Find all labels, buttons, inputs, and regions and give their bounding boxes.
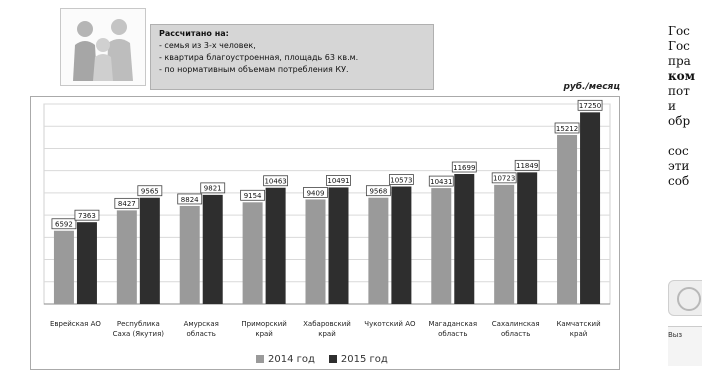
side-article-text: Гос Гос пра ком пот и обр сос эти соб <box>668 24 695 189</box>
data-label-box <box>491 172 517 184</box>
side-text-line: Гос <box>668 24 690 38</box>
category-label: Сахалинская <box>492 320 540 328</box>
category-label: область <box>501 330 530 338</box>
bar-2014 <box>53 230 74 304</box>
data-label: 11849 <box>516 162 538 170</box>
side-text-line: соб <box>668 174 690 188</box>
legend-item-2015: 2015 год <box>328 354 388 365</box>
data-label: 8824 <box>181 196 199 204</box>
bar-2014 <box>116 210 137 304</box>
bar-2014 <box>305 199 326 304</box>
bar-2014 <box>179 205 200 304</box>
category-label: область <box>187 330 216 338</box>
bar-2015 <box>391 186 412 304</box>
side-text-line: эти <box>668 159 690 173</box>
data-label: 9568 <box>369 187 387 195</box>
data-label-box <box>326 175 351 186</box>
data-label: 15212 <box>556 125 578 133</box>
data-label-box <box>303 187 328 198</box>
bar-2014 <box>431 188 452 304</box>
data-label-box <box>74 209 100 221</box>
category-label: Республика <box>117 320 160 328</box>
data-label-box <box>388 174 414 185</box>
category-label: край <box>255 330 273 338</box>
legend-label: 2014 год <box>268 354 315 365</box>
bar-2015 <box>202 194 223 304</box>
category-label: Магаданская <box>428 320 477 328</box>
side-text-line: и <box>668 99 676 113</box>
bar-2014 <box>494 184 515 304</box>
calculation-note: Рассчитано на: - семья из 3-х человек, -… <box>150 24 434 90</box>
bar-2014 <box>368 197 389 304</box>
data-label-box <box>51 218 77 230</box>
chart-legend: 2014 год 2015 год <box>256 354 388 365</box>
category-label: край <box>570 330 588 338</box>
side-text-line: пра <box>668 54 691 68</box>
data-label: 7363 <box>78 212 96 220</box>
category-label: Хабаровский <box>303 320 351 328</box>
bar-2014 <box>242 202 263 304</box>
bar-2014 <box>557 134 578 304</box>
bar-2015 <box>517 172 538 304</box>
bar-2015 <box>265 187 286 304</box>
legend-label: 2015 год <box>340 354 388 365</box>
bar-2015 <box>580 112 601 304</box>
note-title: Рассчитано на: <box>159 29 229 38</box>
note-line: - квартира благоустроенная, площадь 63 к… <box>159 53 359 62</box>
data-label-box <box>451 161 477 173</box>
data-label-box <box>428 175 454 187</box>
data-label: 11699 <box>453 164 475 172</box>
data-label: 10431 <box>430 178 452 186</box>
data-label-box <box>514 159 540 171</box>
data-label: 10723 <box>493 175 515 183</box>
side-text-line <box>668 129 695 144</box>
emblem-icon <box>668 280 702 316</box>
data-label-box <box>554 122 580 134</box>
data-label: 9821 <box>204 185 222 193</box>
data-label: 9154 <box>244 192 262 200</box>
data-label-box <box>263 175 289 187</box>
note-line: - по нормативным объемам потребления КУ. <box>159 65 349 74</box>
side-text-line: ком <box>668 69 696 83</box>
category-label: край <box>318 330 336 338</box>
data-label: 9565 <box>141 188 159 196</box>
bar-2015 <box>139 197 160 304</box>
side-text-line: пот <box>668 84 690 98</box>
note-line: - семья из 3-х человек, <box>159 41 256 50</box>
side-text-line: обр <box>668 114 691 128</box>
data-label: 8427 <box>118 200 136 208</box>
data-label-box <box>365 185 391 197</box>
data-label: 10463 <box>264 178 286 186</box>
legend-swatch <box>328 355 337 363</box>
data-label-box <box>577 99 603 111</box>
legend-swatch <box>256 355 264 363</box>
legend-item-2014: 2014 год <box>256 354 315 365</box>
category-label: Амурская <box>184 320 219 328</box>
side-text-line: Гос <box>668 39 690 53</box>
side-text-line: сос <box>668 144 689 158</box>
side-caption: Выз <box>668 326 702 366</box>
data-label-box <box>177 193 203 205</box>
category-label: Камчатский <box>556 320 600 328</box>
data-label-box <box>137 185 163 197</box>
data-label: 6592 <box>55 221 73 229</box>
data-label: 17250 <box>579 102 601 110</box>
data-label-box <box>114 197 140 209</box>
category-label: Саха (Якутия) <box>113 330 165 338</box>
category-label: область <box>438 330 467 338</box>
data-label: 9409 <box>307 189 325 197</box>
category-label: Приморский <box>241 320 286 328</box>
category-label: Еврейская АО <box>50 320 101 328</box>
bar-2015 <box>328 187 349 304</box>
data-label-box <box>200 182 226 194</box>
category-label: Чукотский АО <box>364 320 416 328</box>
bar-chart: 6592 7363 Еврейская АО 8427 9565 Республика Са… <box>43 99 611 338</box>
bar-2015 <box>454 174 475 304</box>
bar-2015 <box>76 222 97 304</box>
data-label-box <box>240 189 266 201</box>
data-label: 10491 <box>327 177 349 185</box>
units-label: руб./месяц <box>563 82 620 92</box>
data-label: 10573 <box>390 176 412 184</box>
family-icon <box>60 8 146 86</box>
